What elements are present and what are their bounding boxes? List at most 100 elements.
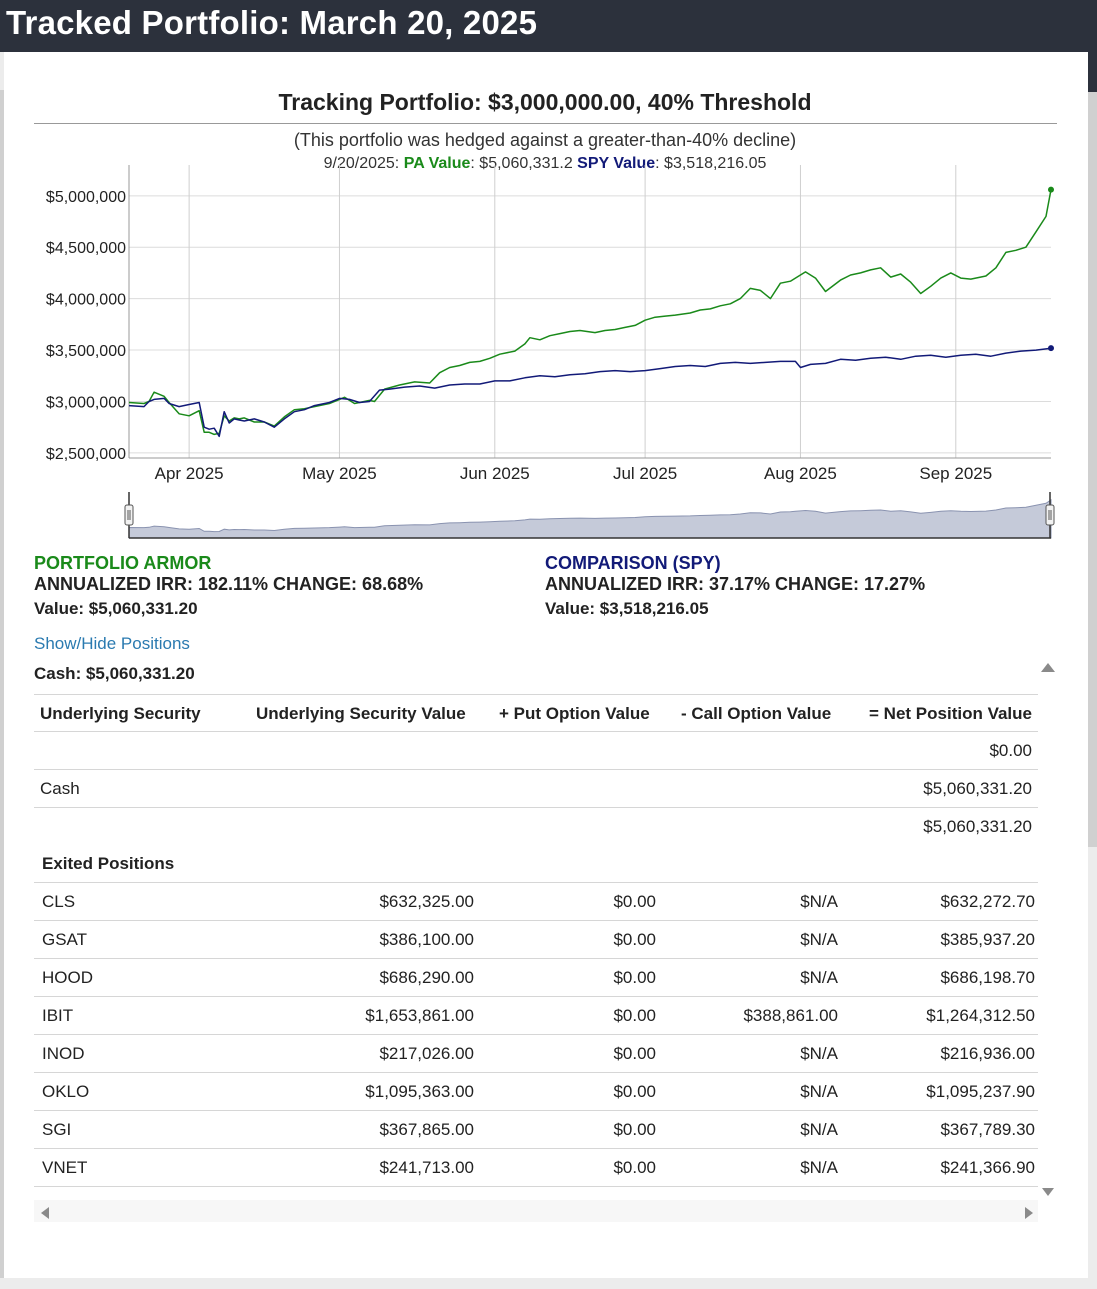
exited-cell-call: $N/A — [800, 1120, 838, 1139]
exited-row-cls: CLS $632,325.00 $0.00 $N/A $632,272.70 — [34, 883, 1038, 921]
exited-cell-put: $0.00 — [613, 968, 656, 987]
exited-cell-put: $0.00 — [613, 1120, 656, 1139]
x-tick-label: Sep 2025 — [919, 464, 992, 483]
navigator-right-handle[interactable] — [1045, 504, 1055, 526]
show-hide-positions-link[interactable]: Show/Hide Positions — [34, 634, 190, 653]
exited-row-sgi: SGI $367,865.00 $0.00 $N/A $367,789.30 — [34, 1111, 1038, 1149]
bottom-gutter — [0, 1278, 1097, 1289]
scroll-right-arrow-icon[interactable] — [1025, 1207, 1033, 1219]
exited-cell-ticker: SGI — [42, 1120, 72, 1139]
header-underlying-value[interactable]: Underlying Security Value — [256, 704, 466, 723]
page-title: Tracked Portfolio: March 20, 2025 — [6, 4, 538, 41]
exited-row-inod: INOD $217,026.00 $0.00 $N/A $216,936.00 — [34, 1035, 1038, 1073]
header-call-value[interactable]: - Call Option Value — [681, 704, 832, 723]
row-net-value: $5,060,331.20 — [923, 779, 1032, 798]
exited-cell-call: $N/A — [800, 930, 838, 949]
exited-positions-header: Exited Positions — [34, 845, 1038, 883]
exited-cell-ticker: IBIT — [42, 1006, 74, 1025]
scroll-down-arrow-icon[interactable] — [1042, 1188, 1054, 1196]
exited-row-gsat: GSAT $386,100.00 $0.00 $N/A $385,937.20 — [34, 921, 1038, 959]
exited-row-oklo: OKLO $1,095,363.00 $0.00 $N/A $1,095,237.90 — [34, 1073, 1038, 1111]
navigator-area — [128, 498, 1052, 539]
portfolio-armor-heading: PORTFOLIO ARMOR — [34, 553, 212, 573]
exited-cell-underlying: $386,100.00 — [379, 930, 474, 949]
exited-positions-heading: Exited Positions — [42, 854, 175, 873]
exited-row-hood: HOOD $686,290.00 $0.00 $N/A $686,198.70 — [34, 959, 1038, 997]
exited-cell-ticker: VNET — [42, 1158, 88, 1177]
chart-series — [128, 186, 1054, 438]
exited-cell-net: $241,366.90 — [940, 1158, 1035, 1177]
comparison-irr: ANNUALIZED IRR: 37.17% CHANGE: 17.27% — [545, 574, 926, 594]
exited-cell-underlying: $241,713.00 — [379, 1158, 474, 1177]
right-gutter — [1088, 92, 1097, 847]
navigator-left-handle[interactable] — [124, 504, 134, 526]
row-net-value: $5,060,331.20 — [923, 817, 1032, 836]
exited-cell-put: $0.00 — [613, 930, 656, 949]
y-tick-label: $4,000,000 — [46, 292, 126, 309]
x-tick-label: Jul 2025 — [613, 464, 677, 483]
scroll-left-arrow-icon[interactable] — [41, 1207, 49, 1219]
exited-cell-net: $632,272.70 — [940, 892, 1035, 911]
exited-cell-net: $216,936.00 — [940, 1044, 1035, 1063]
y-tick-label: $5,000,000 — [46, 189, 126, 206]
table-row: $0.00 — [34, 732, 1038, 770]
chart-title: Tracking Portfolio: $3,000,000.00, 40% T… — [278, 89, 812, 115]
header-put-value[interactable]: + Put Option Value — [499, 704, 650, 723]
readout-pa-label: PA Value — [403, 155, 471, 172]
exited-cell-underlying: $686,290.00 — [379, 968, 474, 987]
x-tick-label: Jun 2025 — [460, 464, 530, 483]
x-tick-label: May 2025 — [302, 464, 377, 483]
exited-cell-net: $385,937.20 — [940, 930, 1035, 949]
exited-cell-call: $N/A — [800, 1044, 838, 1063]
exited-cell-call: $N/A — [800, 892, 838, 911]
x-tick-label: Apr 2025 — [155, 464, 224, 483]
exited-cell-put: $0.00 — [613, 1082, 656, 1101]
content-card — [4, 52, 1088, 1278]
exited-cell-net: $367,789.30 — [940, 1120, 1035, 1139]
cash-summary: Cash: $5,060,331.20 — [34, 664, 195, 683]
exited-cell-put: $0.00 — [613, 1006, 656, 1025]
exited-row-vnet: VNET $241,713.00 $0.00 $N/A $241,366.90 — [34, 1149, 1038, 1187]
chart-title-divider — [34, 123, 1057, 124]
horizontal-scrollbar[interactable] — [34, 1200, 1038, 1222]
series-end-marker — [1048, 345, 1054, 352]
table-total-row: $5,060,331.20 — [34, 808, 1038, 846]
left-gutter — [0, 90, 4, 1289]
exited-cell-ticker: OKLO — [42, 1082, 90, 1101]
comparison-summary: COMPARISON (SPY) ANNUALIZED IRR: 37.17% … — [545, 553, 925, 619]
exited-cell-call: $N/A — [800, 1158, 838, 1177]
x-axis: Apr 2025 May 2025 Jun 2025 Jul 2025 Aug 2025… — [155, 464, 993, 483]
series-line-pa — [128, 189, 1052, 436]
range-navigator[interactable] — [124, 492, 1055, 539]
readout-pa-value: : $5,060,331.2 — [470, 155, 573, 172]
portfolio-armor-value: Value: $5,060,331.20 — [34, 599, 198, 618]
exited-cell-put: $0.00 — [613, 892, 656, 911]
exited-cell-call: $N/A — [800, 1082, 838, 1101]
readout-date: 9/20/2025: — [323, 155, 400, 172]
exited-cell-ticker: INOD — [42, 1044, 85, 1063]
header-net-value[interactable]: = Net Position Value — [869, 704, 1032, 723]
portfolio-line-chart: $2,500,000 $3,000,000 $3,500,000 $4,000,000… — [46, 165, 1055, 539]
exited-positions-body: CLS $632,325.00 $0.00 $N/A $632,272.70 GSAT $3… — [34, 883, 1038, 1187]
series-line-spy — [128, 347, 1052, 438]
readout-spy-value: : $3,518,216.05 — [655, 155, 767, 172]
exited-cell-ticker: HOOD — [42, 968, 93, 987]
exited-cell-underlying: $217,026.00 — [379, 1044, 474, 1063]
exited-cell-put: $0.00 — [613, 1158, 656, 1177]
chart-value-readout: 9/20/2025: PA Value: $5,060,331.2 SPY Va… — [34, 155, 1056, 173]
exited-cell-call: $388,861.00 — [743, 1006, 838, 1025]
scroll-up-arrow-icon[interactable] — [1041, 663, 1055, 672]
y-axis: $2,500,000 $3,000,000 $3,500,000 $4,000,000… — [46, 189, 126, 463]
page-header: Tracked Portfolio: March 20, 2025 — [0, 0, 1097, 52]
exited-row-ibit: IBIT $1,653,861.00 $0.00 $388,861.00 $1,264,… — [34, 997, 1038, 1035]
table-row: Cash $5,060,331.20 — [34, 770, 1038, 808]
portfolio-armor-irr: ANNUALIZED IRR: 182.11% CHANGE: 68.68% — [34, 574, 424, 594]
header-underlying-security[interactable]: Underlying Security — [40, 704, 201, 723]
header-edge — [1088, 52, 1097, 92]
exited-cell-net: $1,264,312.50 — [926, 1006, 1035, 1025]
exited-cell-net: $686,198.70 — [940, 968, 1035, 987]
exited-positions-table: Exited Positions CLS $632,325.00 $0.00 $N/A… — [34, 845, 1038, 1187]
exited-cell-underlying: $367,865.00 — [379, 1120, 474, 1139]
y-tick-label: $2,500,000 — [46, 446, 126, 463]
y-tick-label: $3,500,000 — [46, 343, 126, 360]
